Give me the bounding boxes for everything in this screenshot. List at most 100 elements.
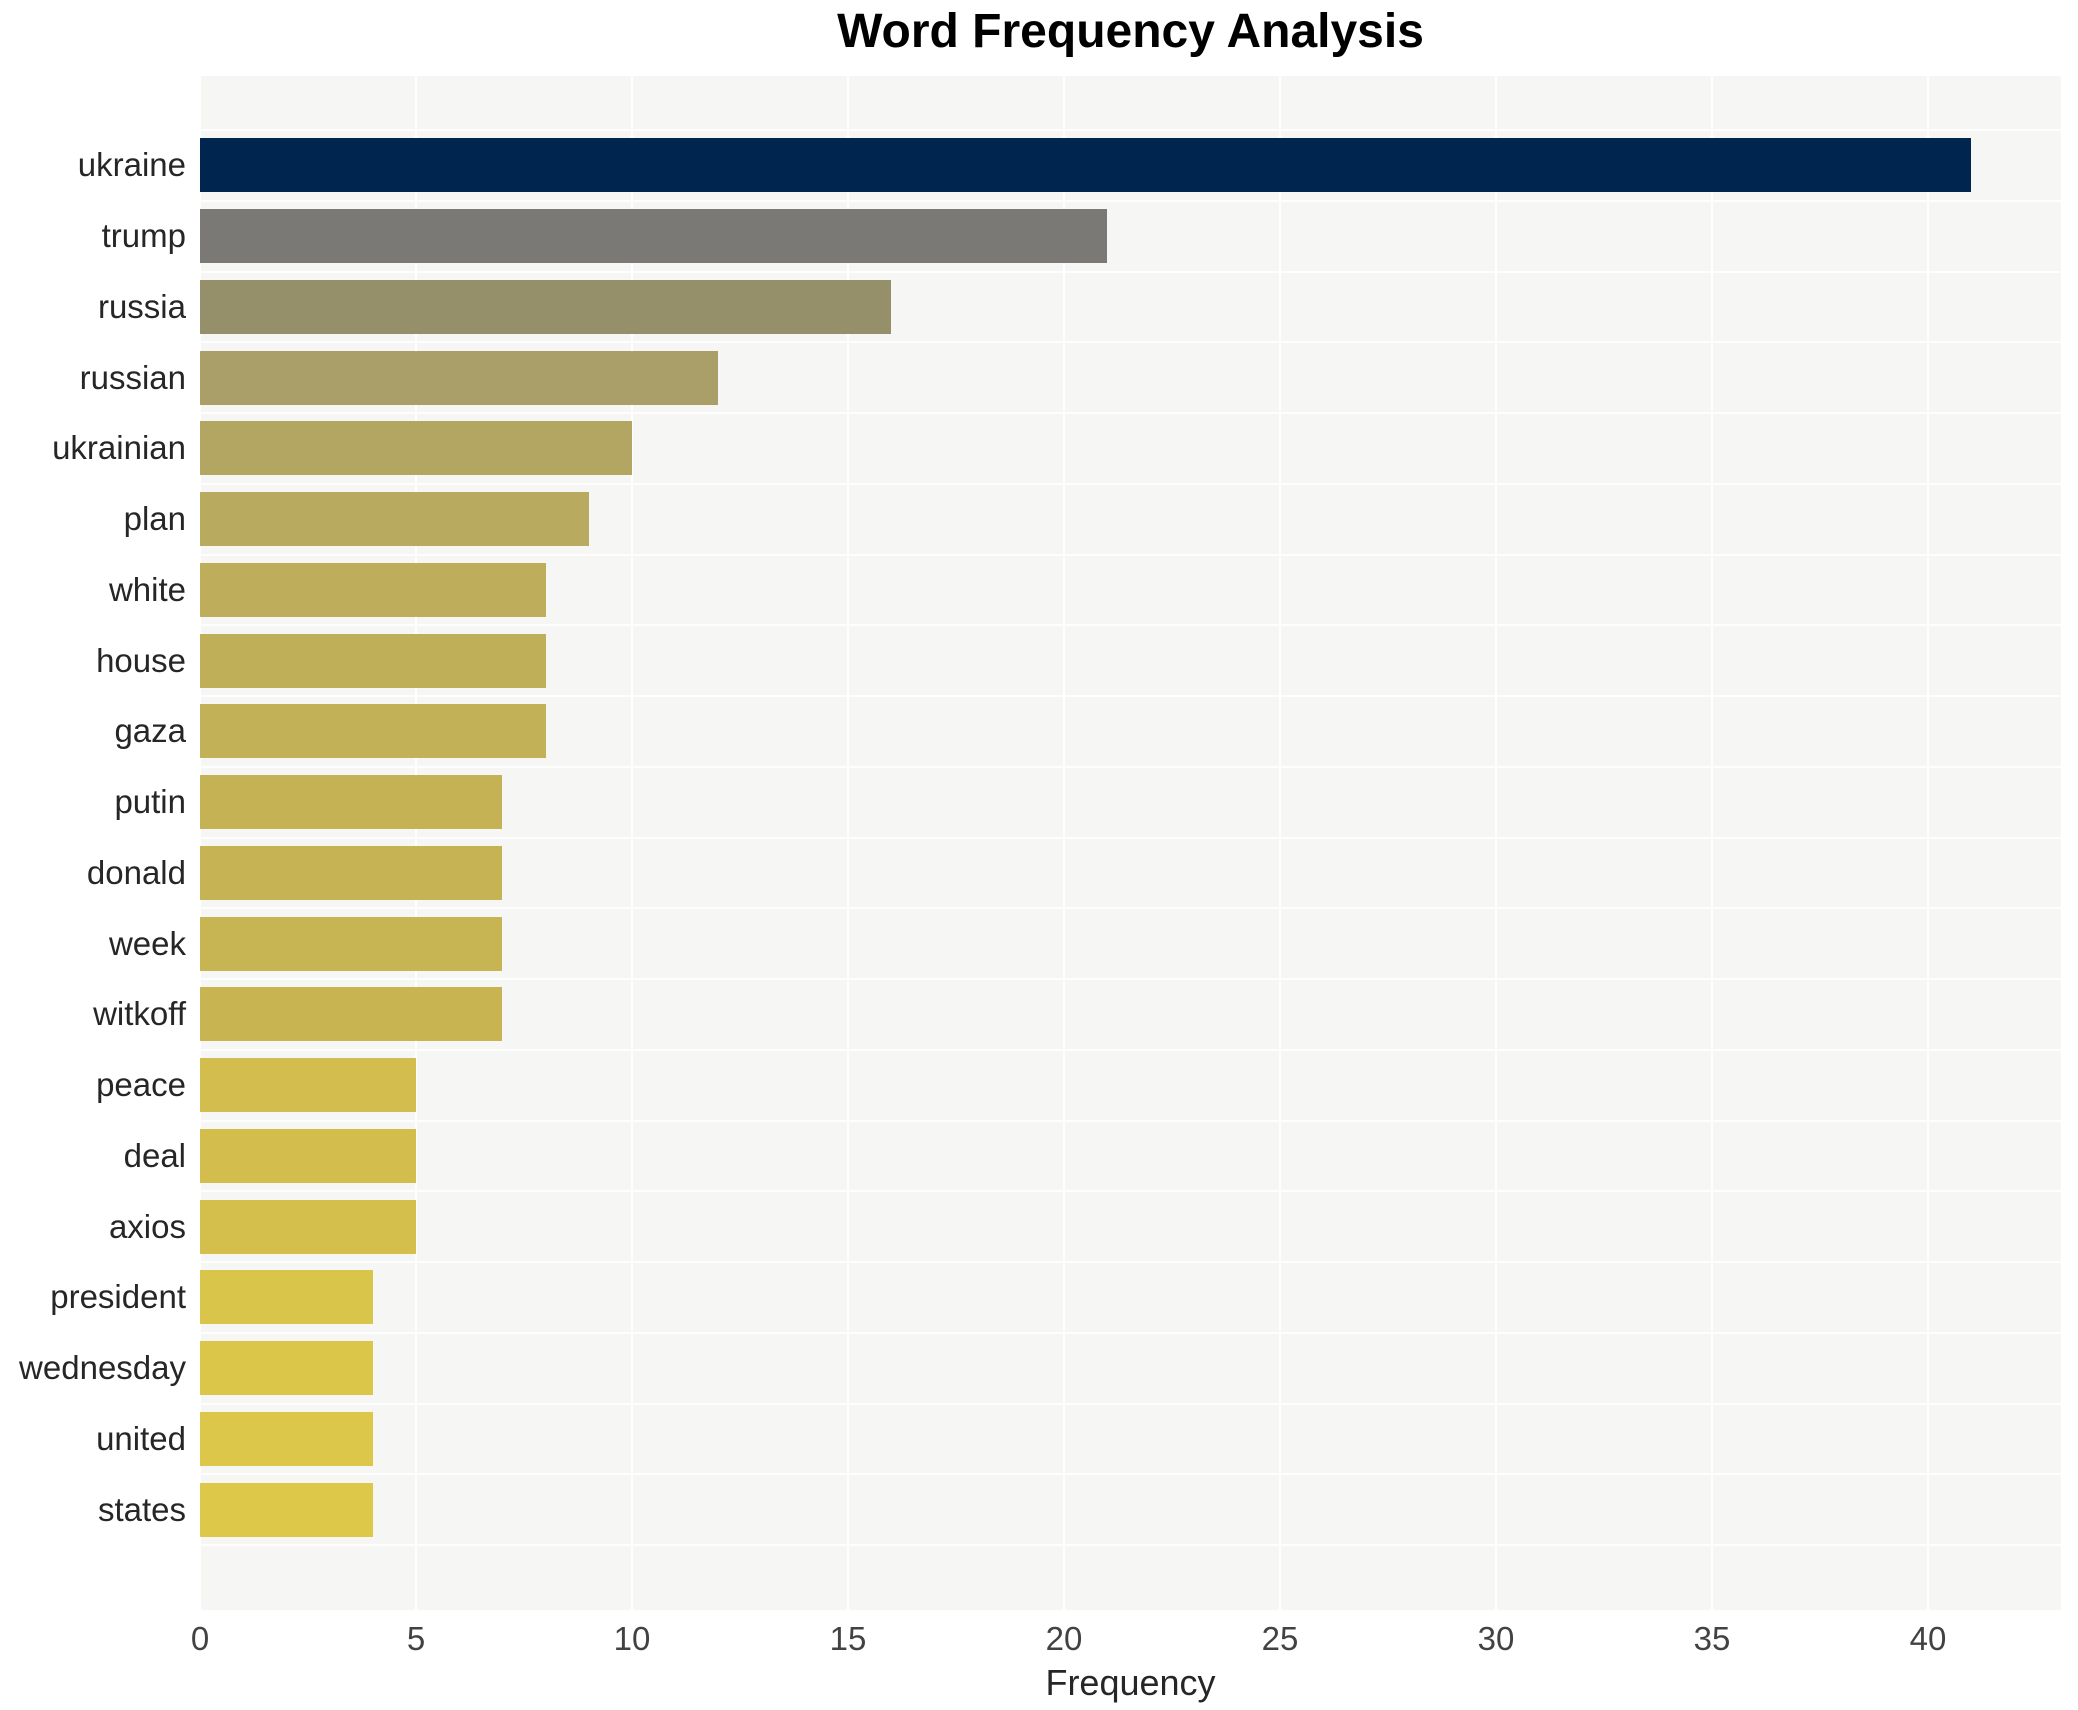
plot-area: ukraine trump russia russian ukrainian plan wh… bbox=[19, 76, 2061, 1610]
gridline-x-5 bbox=[415, 76, 417, 1610]
bar-russian bbox=[200, 350, 719, 405]
bar-row-trump: trump bbox=[102, 201, 2061, 272]
y-category-label-donald: donald bbox=[86, 853, 186, 891]
bar-gaza bbox=[200, 704, 546, 759]
bar-row-russia: russia bbox=[98, 272, 2061, 343]
bar-president bbox=[200, 1270, 373, 1325]
bar-putin bbox=[200, 775, 503, 830]
bar-row-witkoff: witkoff bbox=[93, 979, 2061, 1050]
y-category-label-witkoff: witkoff bbox=[93, 995, 186, 1033]
bar-row-peace: peace bbox=[96, 1050, 2061, 1121]
bar-row-gaza: gaza bbox=[114, 696, 2061, 767]
bar-russia bbox=[200, 279, 892, 334]
gridline-x-30 bbox=[1495, 76, 1497, 1610]
gridline-x-0 bbox=[199, 76, 201, 1610]
gridline-row-boundary bbox=[200, 1331, 2061, 1334]
y-category-label-week: week bbox=[108, 924, 186, 962]
x-tick-label-5: 5 bbox=[406, 1620, 426, 1657]
y-category-label-russia: russia bbox=[97, 287, 186, 325]
gridline-row-boundary bbox=[200, 1119, 2061, 1122]
x-tick-label-30: 30 bbox=[1477, 1620, 1515, 1657]
gridline-row-boundary bbox=[200, 907, 2061, 910]
gridline-x-35 bbox=[1711, 76, 1713, 1610]
bar-states bbox=[200, 1482, 373, 1537]
bar-white bbox=[200, 562, 546, 617]
bar-united bbox=[200, 1411, 373, 1466]
y-category-label-wednesday: wednesday bbox=[19, 1349, 186, 1387]
gridline-x-15 bbox=[847, 76, 849, 1610]
bar-row-russian: russian bbox=[80, 342, 2061, 413]
bar-row-week: week bbox=[109, 908, 2061, 979]
bar-ukrainian bbox=[200, 421, 632, 476]
bar-row-house: house bbox=[96, 625, 2061, 696]
gridline-row-boundary bbox=[200, 624, 2061, 627]
gridline-x-25 bbox=[1279, 76, 1281, 1610]
bar-row-ukrainian: ukrainian bbox=[52, 413, 2061, 484]
bar-witkoff bbox=[200, 987, 503, 1042]
y-category-label-plan: plan bbox=[123, 500, 186, 538]
bar-row-united: united bbox=[96, 1404, 2061, 1475]
gridline-x-20 bbox=[1063, 76, 1065, 1610]
gridline-x-40 bbox=[1927, 76, 1929, 1610]
x-tick-label-15: 15 bbox=[829, 1620, 867, 1657]
y-category-label-president: president bbox=[50, 1278, 186, 1316]
y-category-label-house: house bbox=[96, 641, 186, 679]
bar-ukraine bbox=[200, 138, 1972, 193]
y-category-label-ukrainian: ukrainian bbox=[52, 429, 186, 467]
y-category-label-axios: axios bbox=[108, 1207, 186, 1245]
bar-row-states: states bbox=[98, 1474, 2061, 1545]
bar-row-axios: axios bbox=[109, 1191, 2061, 1262]
bar-row-wednesday: wednesday bbox=[19, 1333, 2061, 1404]
y-category-label-putin: putin bbox=[114, 783, 186, 821]
bar-week bbox=[200, 916, 503, 971]
bar-rows-container: ukraine trump russia russian ukrainian plan wh… bbox=[19, 130, 2061, 1545]
gridline-row-boundary bbox=[200, 482, 2061, 485]
x-tick-label-35: 35 bbox=[1693, 1620, 1731, 1657]
gridline-row-boundary bbox=[200, 341, 2061, 344]
gridline-row-boundary bbox=[200, 765, 2061, 768]
gridline-row-boundary bbox=[200, 1544, 2061, 1546]
chart-title: Word Frequency Analysis bbox=[837, 5, 1424, 58]
x-tick-label-25: 25 bbox=[1261, 1620, 1299, 1657]
bar-row-putin: putin bbox=[114, 767, 2061, 838]
y-category-label-ukraine: ukraine bbox=[77, 146, 186, 184]
bar-peace bbox=[200, 1058, 416, 1113]
bar-deal bbox=[200, 1128, 416, 1183]
bar-row-ukraine: ukraine bbox=[78, 130, 2061, 201]
bar-wednesday bbox=[200, 1341, 373, 1396]
bar-trump bbox=[200, 209, 1108, 264]
gridline-row-boundary bbox=[200, 270, 2061, 273]
gridline-row-boundary bbox=[200, 978, 2061, 980]
bar-donald bbox=[200, 845, 503, 900]
y-category-label-peace: peace bbox=[96, 1066, 186, 1104]
gridline-row-boundary bbox=[200, 1402, 2061, 1405]
gridline-row-boundary bbox=[200, 836, 2061, 839]
bar-plan bbox=[200, 492, 589, 547]
gridline-row-boundary bbox=[200, 553, 2061, 556]
x-axis-ticks: 0 5 10 15 20 25 30 35 40 bbox=[191, 1620, 2061, 1660]
x-tick-label-10: 10 bbox=[613, 1620, 651, 1657]
x-tick-label-0: 0 bbox=[190, 1620, 210, 1657]
bar-row-deal: deal bbox=[124, 1121, 2061, 1192]
x-tick-label-20: 20 bbox=[1045, 1620, 1083, 1657]
bar-house bbox=[200, 633, 546, 688]
y-category-label-states: states bbox=[97, 1490, 186, 1528]
gridline-row-boundary bbox=[200, 1048, 2061, 1051]
bar-row-donald: donald bbox=[87, 838, 2061, 909]
gridline-row-boundary bbox=[200, 1473, 2061, 1476]
gridline-row-boundary bbox=[200, 695, 2061, 697]
gridline-row-boundary bbox=[200, 1261, 2061, 1263]
bar-row-president: president bbox=[50, 1262, 2061, 1333]
y-category-label-united: united bbox=[96, 1419, 186, 1457]
x-axis-title: Frequency bbox=[1045, 1662, 1216, 1703]
y-category-label-deal: deal bbox=[123, 1136, 186, 1174]
bar-row-plan: plan bbox=[124, 484, 2061, 555]
gridline-x-10 bbox=[631, 76, 633, 1610]
bar-axios bbox=[200, 1199, 416, 1254]
y-category-label-russian: russian bbox=[79, 358, 186, 396]
gridline-row-boundary bbox=[200, 129, 2061, 131]
gridline-row-boundary bbox=[200, 199, 2061, 202]
y-category-label-gaza: gaza bbox=[114, 712, 186, 750]
y-category-label-trump: trump bbox=[101, 217, 186, 255]
